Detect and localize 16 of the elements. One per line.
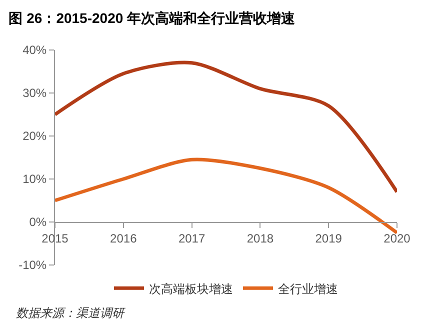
x-tick-label: 2017 [178,231,206,246]
y-tick-label: 0% [29,215,47,230]
line-series [55,60,397,194]
x-tick-label: 2018 [246,231,274,246]
y-tick-label: 30% [22,86,47,100]
x-tick-label: 2016 [110,231,138,246]
source-note: 数据来源：渠道调研 [16,306,126,320]
x-tick-label: 2020 [384,231,411,246]
y-tick-label: -10% [18,258,47,272]
y-tick-label: 20% [22,129,47,144]
legend-label: 全行业增速 [278,282,338,296]
x-tick-label: 2019 [315,231,342,246]
chart-title: 图 26：2015-2020 年次高端和全行业营收增速 [8,10,296,26]
legend-label: 次高端板块增速 [149,282,233,296]
y-tick-label: 10% [22,172,47,186]
y-tick-label: 40% [22,43,47,58]
